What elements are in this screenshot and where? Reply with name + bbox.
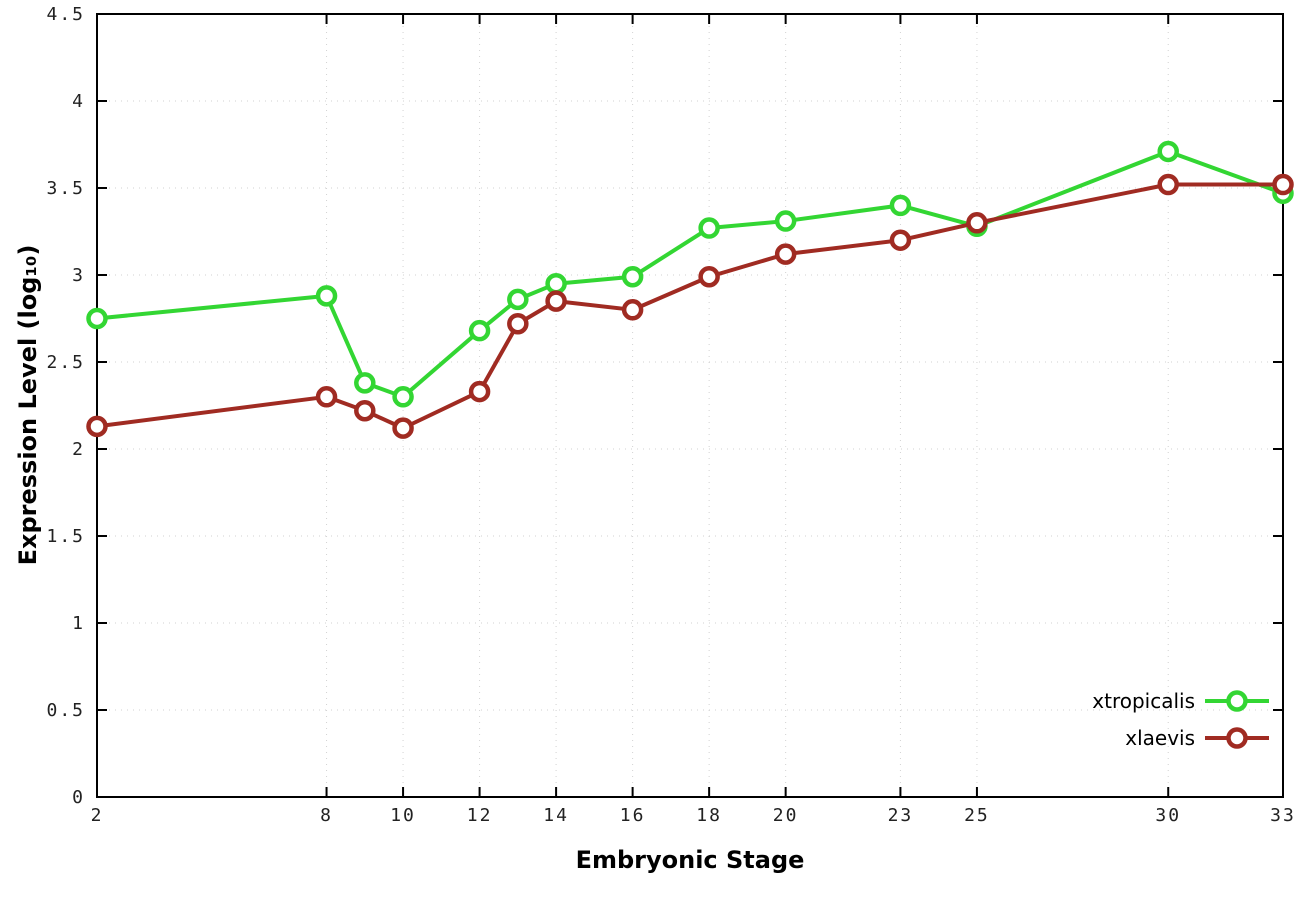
y-tick-label: 0 xyxy=(72,787,85,808)
x-tick-label: 8 xyxy=(320,805,333,826)
x-tick-label: 20 xyxy=(773,805,799,826)
marker-xtropicalis xyxy=(507,288,529,311)
marker-xtropicalis xyxy=(1157,140,1179,163)
y-tick-label: 3 xyxy=(72,265,85,286)
x-tick-label: 25 xyxy=(964,805,990,826)
marker-xlaevis xyxy=(1272,173,1294,196)
marker-xlaevis xyxy=(392,417,414,439)
gridlines xyxy=(97,14,1283,797)
legend-sample-marker-xlaevis xyxy=(1226,727,1248,749)
y-tick-label: 0.5 xyxy=(46,700,85,721)
marker-xlaevis xyxy=(86,415,108,438)
marker-xlaevis xyxy=(774,243,797,265)
x-tick-label: 14 xyxy=(543,805,569,826)
marker-xlaevis xyxy=(698,265,720,288)
marker-xlaevis xyxy=(468,380,491,403)
x-tick-label: 33 xyxy=(1270,805,1296,826)
marker-xtropicalis xyxy=(468,319,491,342)
axis-ticks xyxy=(96,13,1284,798)
y-tick-label: 1.5 xyxy=(46,526,85,547)
data-series xyxy=(86,140,1294,439)
y-tick-label: 1 xyxy=(72,613,85,634)
x-tick-label: 16 xyxy=(620,805,646,826)
marker-xtropicalis xyxy=(86,307,108,330)
x-tick-label: 30 xyxy=(1155,805,1181,826)
y-tick-label: 4.5 xyxy=(46,4,85,25)
x-tick-label: 23 xyxy=(888,805,914,826)
marker-xlaevis xyxy=(354,399,376,422)
y-tick-label: 3.5 xyxy=(46,178,85,199)
marker-xtropicalis xyxy=(545,272,567,295)
y-tick-label: 4 xyxy=(72,91,85,112)
y-axis-title: Expression Level (log₁₀) xyxy=(14,244,42,566)
marker-xlaevis xyxy=(966,212,988,234)
y-tick-label: 2.5 xyxy=(46,352,85,373)
marker-xlaevis xyxy=(315,386,338,408)
legend: xtropicalis xlaevis xyxy=(1092,689,1269,750)
marker-xtropicalis xyxy=(392,386,414,408)
y-tick-label: 2 xyxy=(72,439,85,460)
marker-xtropicalis xyxy=(889,194,912,217)
marker-xlaevis xyxy=(889,229,912,251)
legend-sample-marker-xtropicalis xyxy=(1226,690,1248,712)
legend-label-xlaevis: xlaevis xyxy=(1125,726,1195,750)
marker-xtropicalis xyxy=(698,217,720,239)
marker-xtropicalis xyxy=(315,285,338,307)
series-line-xlaevis xyxy=(95,182,1285,431)
marker-xlaevis xyxy=(1157,173,1179,196)
marker-xtropicalis xyxy=(774,210,797,232)
marker-xlaevis xyxy=(621,299,644,321)
plot-area-border xyxy=(96,13,1284,798)
legend-label-xtropicalis: xtropicalis xyxy=(1092,689,1195,713)
marker-xlaevis xyxy=(507,312,529,335)
marker-xtropicalis xyxy=(354,372,376,394)
x-tick-label: 18 xyxy=(696,805,722,826)
x-tick-label: 10 xyxy=(390,805,416,826)
marker-xlaevis xyxy=(545,290,567,312)
plot-border xyxy=(96,13,1284,798)
x-tick-label: 12 xyxy=(467,805,493,826)
tick-labels: 2 8 10 12 14 16 18 20 23 25 30 33 0 0.5 1 1.5 2 2.5 3 3.5 4 4… xyxy=(46,4,1296,826)
x-axis-title: Embryonic Stage xyxy=(575,846,805,874)
x-tick-label: 2 xyxy=(91,805,104,826)
marker-xtropicalis xyxy=(621,265,644,288)
